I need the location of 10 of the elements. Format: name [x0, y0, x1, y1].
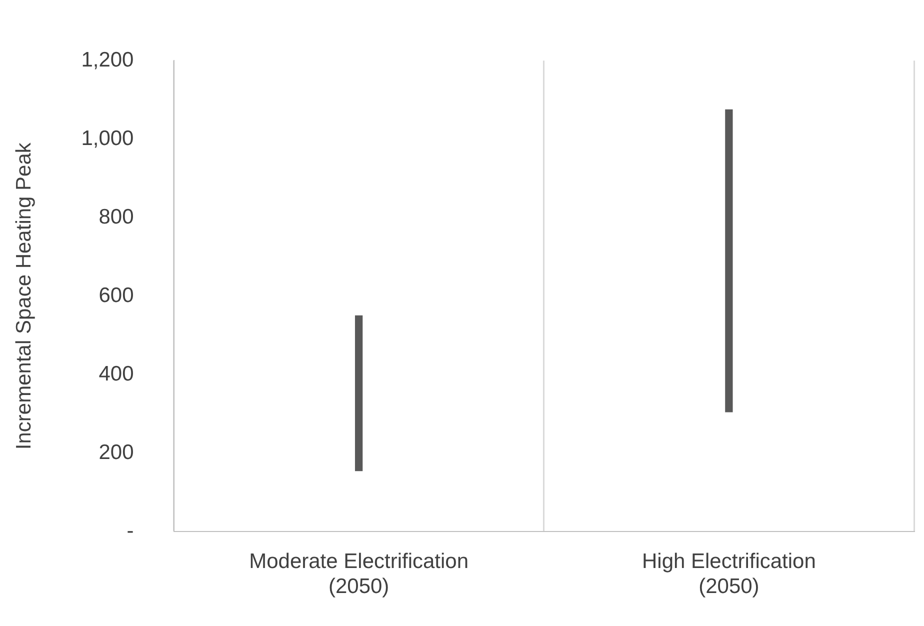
y-tick-label: 800 — [98, 205, 134, 228]
y-axis-title: Incremental Space Heating Peak — [12, 142, 36, 450]
x-tick-label: High Electrification (2050) — [642, 550, 816, 598]
y-tick-label: 600 — [98, 284, 134, 307]
y-tick-label: 400 — [98, 362, 134, 386]
y-tick-label: 1,000 — [81, 126, 134, 150]
y-tick-label: 200 — [98, 440, 134, 464]
y-tick-label: 1,200 — [81, 48, 134, 72]
y-tick-label: - — [126, 519, 134, 542]
x-tick-label: Moderate Electrification (2050) — [249, 550, 469, 598]
